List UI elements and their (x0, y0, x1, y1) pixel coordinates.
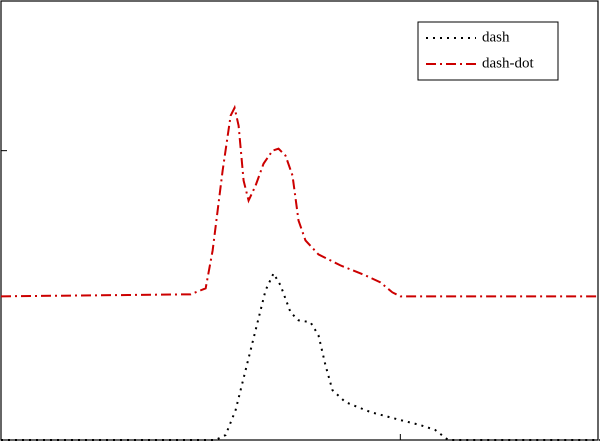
line (0, 104, 600, 298)
legend-label: dash (482, 29, 510, 45)
legend-box (417, 21, 559, 81)
line (1, 271, 600, 441)
legend-label: dash-dot (482, 55, 534, 71)
